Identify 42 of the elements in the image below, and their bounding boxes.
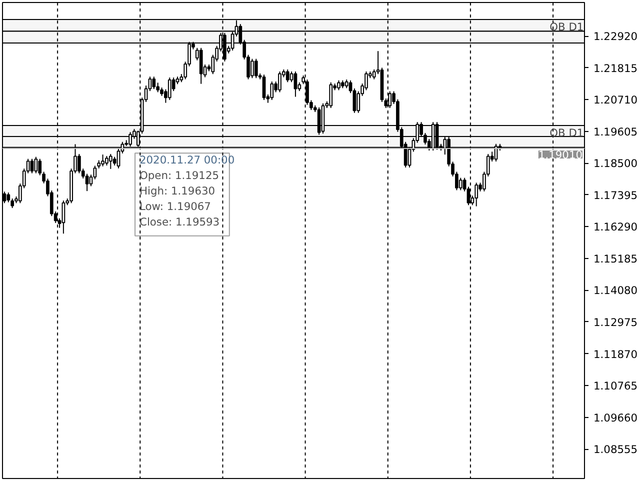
candlestick [168,77,172,100]
candlestick [105,155,108,166]
candlestick [286,68,290,83]
candlestick [337,80,340,91]
y-tick-label: 1.11870 [594,348,638,361]
candlestick [6,192,10,203]
annotation: Open: 1.19125 [140,169,220,182]
y-tick-label: 1.19605 [594,125,638,138]
y-tick-label: 1.22920 [594,30,638,44]
candlestick [30,158,34,174]
candlestick [152,76,156,90]
candlestick [278,70,282,93]
y-tick-label: 1.17395 [594,188,638,202]
y-tick-label: 1.12975 [594,316,638,329]
candlestick [250,58,254,79]
y-tick-label: 1.10765 [594,380,638,393]
y-tick-label: 1.16290 [594,220,638,234]
candlestick [199,47,203,84]
candlestick [270,81,274,100]
candlestick [329,82,333,108]
candlestick [254,58,258,79]
y-tick-label: 1.15185 [594,252,638,266]
y-tick-label: 1.20710 [594,94,638,107]
annotation: Low: 1.19067 [140,200,211,213]
band-label: OB D1 [550,20,584,34]
candlestick [108,153,112,170]
y-tick-label: 1.14080 [594,284,638,298]
y-tick-label: 1.08555 [594,443,638,456]
candlestick [101,154,104,167]
candlestick [474,182,478,207]
candlestick [458,177,462,191]
y-tick-label: 1.21815 [594,62,638,75]
y-tick-label: 1.18500 [594,157,638,170]
candlestick [85,173,89,192]
annotation: 2020.11.27 00:00 [140,154,235,166]
band-label: OB D1 [550,126,584,140]
y-tick-label: 1.09660 [594,411,638,424]
annotation: Close: 1.19593 [140,216,220,228]
annotation: High: 1.19630 [140,184,216,198]
candlestick [262,74,266,100]
ref-line-label: 1.19010 [538,148,583,162]
candlestick [34,156,38,174]
